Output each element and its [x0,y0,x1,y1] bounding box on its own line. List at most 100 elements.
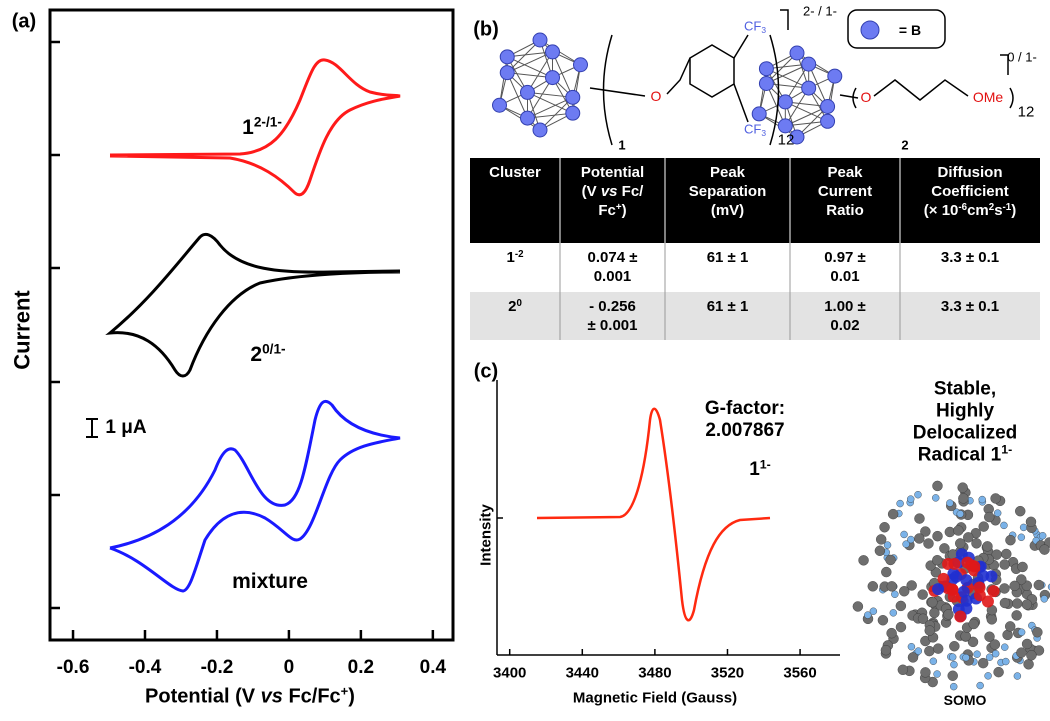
atom [1005,621,1016,632]
atom [948,653,957,661]
text-run: Fc [598,201,616,219]
table-cell: Cluster [470,158,560,243]
trace-label: mixture [232,570,308,594]
atom [1023,659,1034,670]
atom [1039,544,1050,555]
atom [917,589,928,600]
boron-atom [565,105,581,121]
text-line: Intensity [477,504,494,566]
table-dividers [559,243,901,340]
text-line: 20/1- [250,341,286,367]
atom [993,509,1002,517]
text-line: Peak [710,164,745,183]
text-line: 61 ± 1 [707,249,749,268]
orbital-label: SOMO [944,692,987,708]
orbital-lobe [948,557,961,570]
atom [932,554,943,566]
text-run: -6 [958,201,968,213]
atom [976,681,984,690]
table-cell: 3.3 ± 0.1 [900,292,1040,341]
cluster-bond [766,68,809,89]
text-line: ± 0.001 [588,317,638,336]
atom [1021,599,1033,610]
table-cell: 61 ± 1 [665,292,790,341]
table-cell: 0.074 ±0.001 [560,243,665,292]
atom [929,657,938,665]
table-cell: 1-2 [470,243,560,292]
cv-trace [105,232,401,378]
text-run: Stable, [933,378,997,400]
atom [991,649,1000,658]
text-run: 3.3 ± 0.1 [940,249,1000,266]
atom [949,641,960,652]
text-run: vs [600,182,618,200]
text-line: (× 10-6cm2s-1) [924,202,1016,221]
boron-atom [499,49,515,65]
atom [907,642,916,651]
atom [984,672,992,680]
scale-bar-label: 1 μA [105,417,146,439]
table-cell: 61 ± 1 [665,243,790,292]
cluster-bond [527,112,573,119]
boron-atom [499,65,515,81]
text-run: 1 [242,115,254,139]
text-run: Radical 1 [917,443,1002,465]
text-line: Highly [913,400,1018,422]
atom [993,666,1004,678]
orbital-lobe [987,585,1000,598]
text-run: Intensity [477,504,495,566]
atom [1019,523,1028,532]
boron-atom [827,68,843,84]
text-line: (mV) [711,202,744,221]
text-line: 1 μA [105,417,146,439]
text-run: 0/1- [262,341,286,357]
atom [1017,628,1026,636]
text-run: Peak [827,164,863,181]
cluster-bond [785,101,828,122]
atom [874,545,886,556]
text-line: Current [9,290,34,369]
orbital-lobe [973,581,986,594]
x-tick-label: 3440 [565,664,599,682]
atom [1001,643,1009,651]
text-run: ± 0.001 [587,316,638,334]
orbital-lobe [960,574,973,587]
text-line: Cluster [489,164,541,183]
text-run: Delocalized [912,422,1018,443]
text-run: Highly [935,400,995,422]
atom [978,521,989,532]
atom [950,682,958,691]
atom [906,580,917,591]
boron-atom [789,45,805,61]
boron-atom [519,84,535,100]
table-cell: Potential (V vs Fc/Fc+) [560,158,665,243]
text-run: ) [1011,201,1017,219]
text-run: 3 [761,25,767,36]
text-run: - 0.256 [589,298,636,315]
text-line: 0.97 ± [824,249,866,268]
text-run: Coefficient [931,182,1009,200]
boron-atom [545,44,561,60]
atom [875,534,887,545]
atom [879,522,890,533]
y-axis-title: Intensity [477,504,494,566]
atom [889,609,898,617]
x-axis-title: Magnetic Field (Gauss) [573,689,737,706]
atom [1033,645,1045,656]
boron-atom [545,70,561,86]
text-line: CF3 [744,19,767,36]
atom [977,657,989,669]
atom [907,535,915,544]
atom [887,508,899,520]
atom [1026,650,1037,661]
y-axis-title: Current [9,290,34,369]
table-cell: 1.00 ±0.02 [790,292,900,341]
text-run: cm [967,201,989,219]
cluster-bond [527,51,553,93]
boron-atom [573,57,588,73]
boron-icon [860,20,880,40]
boron-atom [758,61,774,77]
text-line: Ratio [826,202,864,221]
atom [932,530,943,542]
orbital-lobe [937,572,950,585]
